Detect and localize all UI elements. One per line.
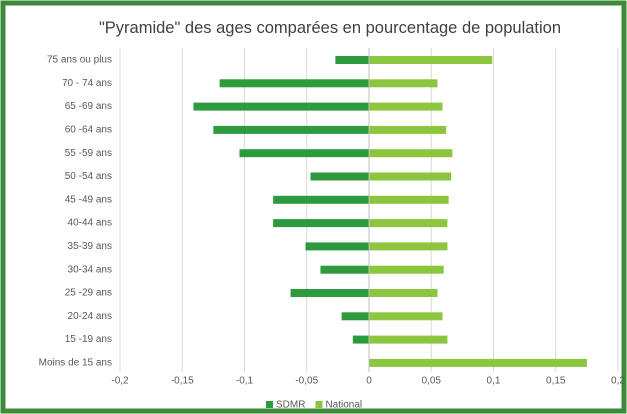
y-tick-label: 70 - 74 ans [62, 78, 112, 89]
legend-label: SDMR [276, 400, 305, 411]
bar [369, 265, 444, 274]
y-tick-label: 60 -64 ans [65, 125, 112, 136]
bar [369, 358, 587, 367]
bar [369, 289, 438, 297]
x-tick-label: -0,2 [111, 376, 129, 387]
bar [369, 172, 452, 181]
y-tick-label: 15 -19 ans [65, 334, 112, 345]
bar [352, 335, 369, 344]
bar [305, 242, 369, 251]
bar [369, 149, 453, 158]
x-tick-label: 0 [366, 376, 372, 387]
bar [369, 335, 448, 344]
x-tick-label: -0,05 [295, 376, 318, 387]
y-tick-label: 35-39 ans [68, 241, 112, 252]
y-tick-label: 20-24 ans [68, 311, 112, 322]
legend-swatch [266, 401, 273, 408]
x-tick-label: -0,1 [236, 376, 254, 387]
bar [335, 56, 369, 64]
bar [193, 102, 369, 111]
bar [273, 195, 369, 204]
x-tick-label: -0,15 [171, 376, 194, 387]
x-tick-label: 0,05 [422, 376, 442, 387]
bar [310, 172, 369, 181]
bar [320, 265, 369, 274]
bar [219, 79, 369, 88]
x-tick-label: 0,1 [487, 376, 501, 387]
bar [369, 195, 449, 204]
bar [273, 219, 369, 228]
y-tick-label: 65 -69 ans [65, 101, 112, 112]
y-tick-label: 25 -29 ans [65, 288, 112, 299]
bar [369, 79, 438, 88]
bar [369, 312, 443, 321]
y-tick-label: 45 -49 ans [65, 194, 112, 205]
x-tick-label: 0,2 [611, 376, 625, 387]
y-tick-label: 40-44 ans [68, 218, 112, 229]
bar [369, 242, 448, 251]
x-tick-label: 0,15 [546, 376, 566, 387]
bar [369, 56, 493, 64]
bar [369, 125, 447, 134]
y-tick-label: 30-34 ans [68, 264, 112, 275]
bar [213, 125, 369, 134]
legend-swatch [315, 401, 323, 408]
bar [290, 289, 369, 297]
y-tick-label: 75 ans ou plus [47, 55, 112, 66]
bar [369, 219, 448, 228]
chart-title: "Pyramide" des ages comparées en pourcen… [98, 19, 562, 37]
y-tick-label: Moins de 15 ans [39, 358, 112, 369]
legend-label: National [325, 400, 362, 411]
bar [239, 149, 369, 158]
y-tick-label: 55 -59 ans [65, 148, 112, 159]
bar [341, 312, 369, 321]
bar [369, 102, 443, 111]
y-tick-label: 50 -54 ans [65, 171, 112, 182]
